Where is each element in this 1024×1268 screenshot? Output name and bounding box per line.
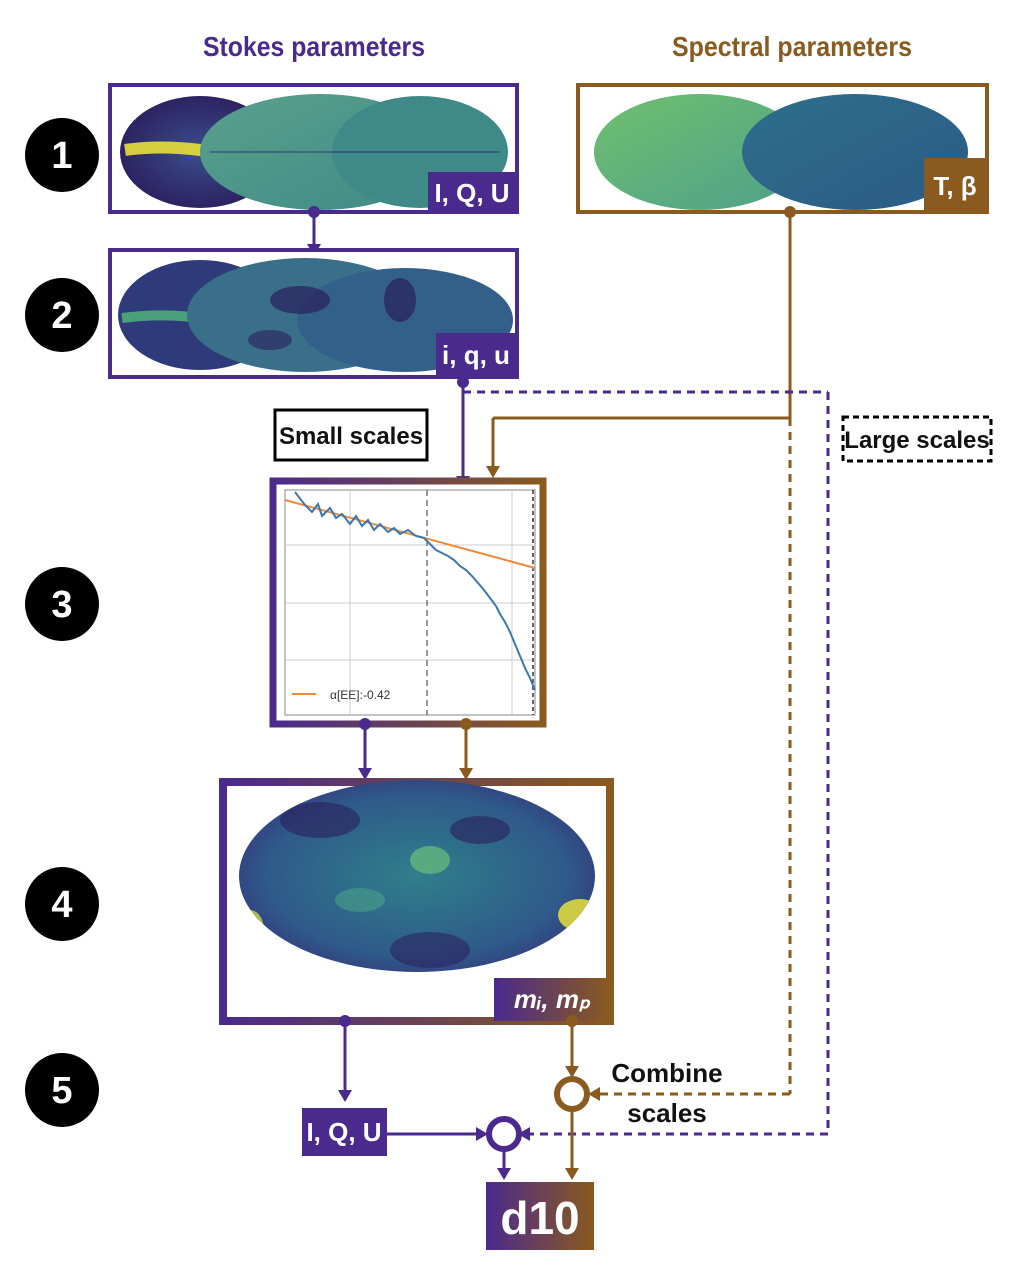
step-4-marker bbox=[25, 867, 99, 941]
chart-legend: α[EE]:-0.42 bbox=[330, 688, 391, 702]
small-scales-text: Small scales bbox=[279, 423, 423, 450]
output-iqu-box: I, Q, U bbox=[302, 1108, 387, 1156]
final-d10-box: d10 bbox=[486, 1182, 594, 1250]
stokes-combine-node bbox=[486, 1116, 522, 1152]
stokes-input-label: I, Q, U bbox=[434, 178, 509, 208]
spectral-combine-node bbox=[554, 1076, 590, 1112]
temperature-map bbox=[594, 94, 806, 210]
combine-label-line1: Combine bbox=[611, 1058, 722, 1088]
stokes-input-box: I, Q, U bbox=[108, 83, 519, 214]
stokes-header: Stokes parameters bbox=[203, 31, 425, 62]
modulation-map-box: mᵢ, mₚ bbox=[219, 778, 614, 1025]
combine-label-line2: scales bbox=[627, 1098, 707, 1128]
step-3-marker bbox=[25, 567, 99, 641]
normalized-label: i, q, u bbox=[442, 340, 510, 370]
spectral-input-label: T, β bbox=[933, 171, 976, 201]
power-spectrum-box: α[EE]:-0.42 bbox=[269, 477, 547, 728]
step-markers: 1 2 3 4 5 bbox=[25, 118, 99, 1127]
final-label: d10 bbox=[500, 1192, 579, 1244]
power-spectrum-chart: α[EE]:-0.42 bbox=[284, 489, 536, 716]
output-iqu-label: I, Q, U bbox=[306, 1117, 381, 1147]
normalized-maps-box: i, q, u bbox=[108, 248, 519, 379]
step-4-number: 4 bbox=[51, 884, 72, 926]
spectral-input-box: T, β bbox=[576, 83, 989, 214]
spectrum-curve bbox=[294, 491, 536, 691]
step-5-marker bbox=[25, 1053, 99, 1127]
spectral-header: Spectral parameters bbox=[672, 31, 912, 62]
large-scales-tag: Large scales bbox=[841, 415, 993, 463]
step-2-number: 2 bbox=[51, 295, 72, 337]
step-1-marker bbox=[25, 118, 99, 192]
step-5-number: 5 bbox=[51, 1070, 72, 1112]
small-scales-tag: Small scales bbox=[273, 408, 429, 462]
step-3-number: 3 bbox=[51, 584, 72, 626]
large-scales-text: Large scales bbox=[844, 427, 989, 454]
beta-map bbox=[742, 94, 968, 210]
step-1-number: 1 bbox=[51, 135, 72, 177]
step-2-marker bbox=[25, 278, 99, 352]
modulation-label: mᵢ, mₚ bbox=[514, 984, 591, 1014]
